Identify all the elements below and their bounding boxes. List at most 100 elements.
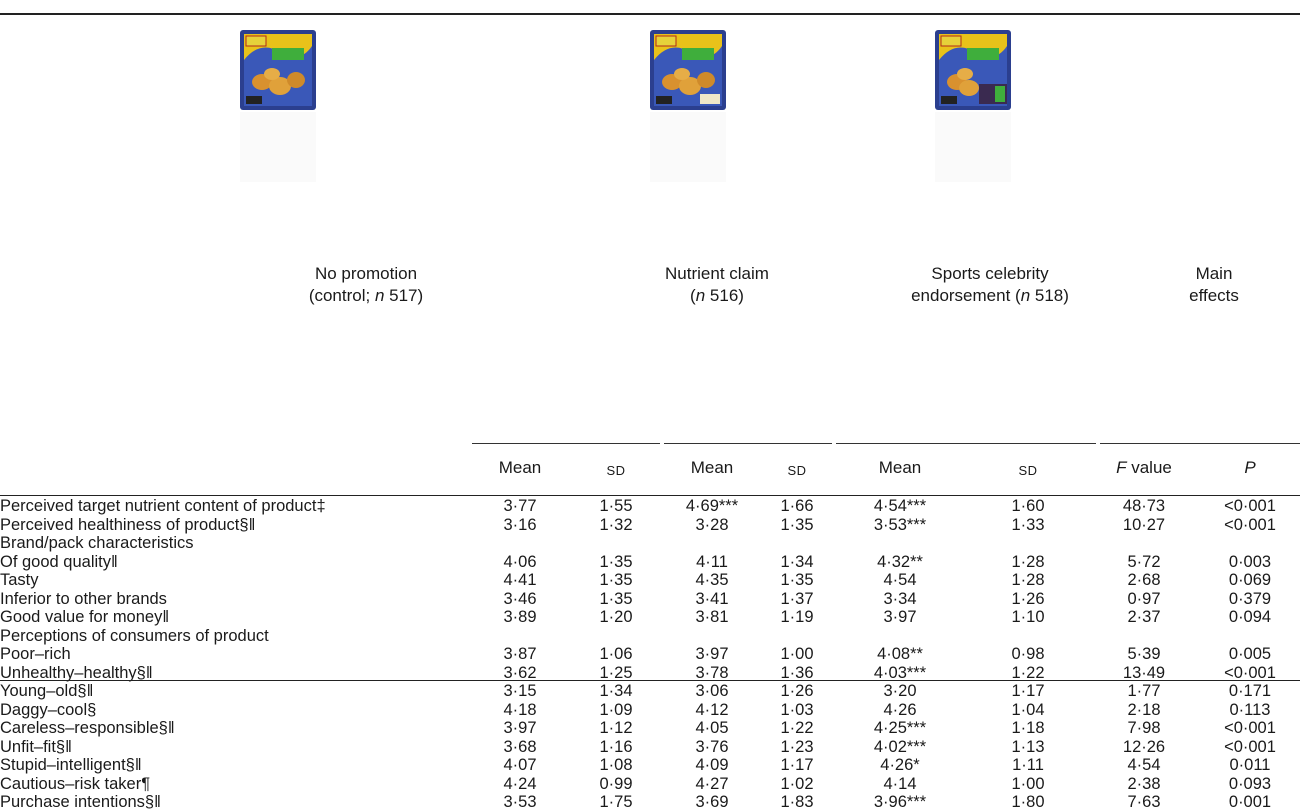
- table-cell: [762, 534, 832, 553]
- table-row: Tasty 4·41 1·35 4·35 1·35 4·54 1·28 2·68 0·069: [0, 571, 1300, 590]
- group-header-nutrient-claim: Nutrient claim (n 516): [632, 263, 802, 307]
- table-cell: 1·35: [780, 571, 814, 589]
- table-cell: 1·16: [599, 737, 633, 756]
- table-cell: 1·75: [599, 793, 633, 811]
- table-cell: 4·03***: [873, 663, 927, 682]
- table-cell: [968, 627, 1088, 646]
- table-cell: 7·63: [1127, 793, 1161, 811]
- table-cell: 0·379: [1228, 589, 1272, 608]
- group-header-main-effects: Main effects: [1128, 263, 1300, 307]
- table-cell: 2·68: [1127, 571, 1161, 589]
- table-cell: 2·38: [1127, 774, 1161, 793]
- group-header-line2: endorsement (n 518): [911, 286, 1069, 305]
- table-cell: 4·12: [695, 700, 729, 719]
- group-header-line1: Main: [1195, 264, 1233, 283]
- table-cell: [1088, 627, 1200, 646]
- table-cell: 0·113: [1229, 700, 1271, 719]
- table-row: Poor–rich 3·87 1·06 3·97 1·00 4·08** 0·98 5·39 0…: [0, 645, 1300, 664]
- row-label: Good value for money‖: [0, 608, 170, 626]
- table-cell: 4·08**: [877, 645, 923, 663]
- row-label: Tasty: [0, 571, 39, 589]
- table-cell: 1·26: [1011, 589, 1045, 608]
- row-label: Perceived target nutrient content of pro…: [0, 497, 326, 515]
- table-cell: 4·54***: [873, 497, 927, 515]
- group-header-line2: (n 516): [690, 286, 744, 305]
- subheader-p: P: [1244, 458, 1256, 477]
- table-cell: 7·98: [1127, 719, 1161, 737]
- table-cell: [470, 627, 570, 646]
- table-cell: 1·34: [780, 552, 814, 571]
- table-cell: 0·011: [1229, 756, 1271, 774]
- table-cell: 1·19: [780, 608, 814, 626]
- table-cell: 5·39: [1127, 645, 1161, 663]
- table-cell: 3·20: [883, 682, 917, 700]
- table-cell: 3·87: [503, 645, 537, 663]
- row-label: Unhealthy–healthy§‖: [0, 663, 153, 682]
- subheader-mean: Mean: [878, 458, 922, 477]
- pack-image-nutrient-claim: [650, 30, 726, 182]
- table-cell: 12·26: [1122, 737, 1166, 756]
- row-label: Stupid–intelligent§‖: [0, 756, 142, 774]
- table-row: Young–old§‖ 3·15 1·34 3·06 1·26 3·20 1·17 1·77 0…: [0, 682, 1300, 701]
- table-cell: 4·11: [696, 552, 728, 571]
- table-cell: 1·35: [780, 515, 814, 534]
- table-cell: 3·78: [695, 663, 729, 682]
- table-cell: 3·16: [503, 515, 537, 534]
- table-cell: 1·12: [599, 719, 633, 737]
- table-cell: 1·17: [780, 756, 814, 774]
- table-cell: 2·18: [1127, 700, 1161, 719]
- table-row: Brand/pack characteristics: [0, 534, 1300, 553]
- group-header-line1: No promotion: [314, 264, 418, 283]
- table-cell: 1·77: [1127, 682, 1161, 700]
- row-label: Perceived healthiness of product§‖: [0, 515, 256, 534]
- table-row: Daggy–cool§ 4·18 1·09 4·12 1·03 4·26 1·04 2·18 0…: [0, 701, 1300, 720]
- table-cell: 4·32**: [877, 552, 923, 571]
- table-cell: 1·22: [1011, 663, 1045, 682]
- table-cell: 1·80: [1011, 793, 1045, 811]
- table-row: Good value for money‖ 3·89 1·20 3·81 1·19 3·9…: [0, 608, 1300, 627]
- row-label: Cautious–risk taker¶: [0, 774, 151, 793]
- table-row: Purchase intentions§‖ 3·53 1·75 3·69 1·83 3·9…: [0, 793, 1300, 812]
- table-cell: 3·41: [695, 589, 729, 608]
- results-table: Perceived target nutrient content of pro…: [0, 497, 1300, 812]
- row-label: Unfit–fit§‖: [0, 737, 72, 756]
- table-row: Perceptions of consumers of product: [0, 627, 1300, 646]
- table-cell: <0·001: [1224, 497, 1276, 515]
- table-cell: [1200, 534, 1300, 553]
- subheader-f-value: F value: [1116, 458, 1172, 477]
- table-cell: 1·17: [1011, 682, 1045, 700]
- row-label: Poor–rich: [0, 645, 71, 663]
- table-cell: 3·34: [883, 589, 917, 608]
- group-rule-celebrity: [836, 443, 1096, 444]
- table-cell: [832, 534, 968, 553]
- table-cell: 0·094: [1228, 608, 1272, 626]
- table-cell: 1·18: [1011, 719, 1045, 737]
- table-cell: <0·001: [1224, 737, 1276, 756]
- table-cell: 3·69: [695, 793, 729, 811]
- table-cell: 1·04: [1011, 700, 1045, 719]
- table-row: Of good quality‖ 4·06 1·35 4·11 1·34 4·32** 1·…: [0, 553, 1300, 572]
- group-header-line2: effects: [1189, 286, 1239, 305]
- row-label: Daggy–cool§: [0, 700, 97, 719]
- table-cell: 4·02***: [873, 737, 927, 756]
- table-cell: 4·14: [883, 774, 917, 793]
- subheader-sd: SD: [1018, 463, 1038, 478]
- row-label: Inferior to other brands: [0, 589, 167, 608]
- table-cell: 0·069: [1228, 571, 1272, 589]
- table-cell: [762, 627, 832, 646]
- table-cell: 1·23: [780, 737, 814, 756]
- table-cell: 4·06: [503, 552, 537, 571]
- row-label: Of good quality‖: [0, 552, 118, 571]
- table-cell: 1·66: [780, 497, 814, 515]
- table-cell: [832, 627, 968, 646]
- table-row: Perceived target nutrient content of pro…: [0, 497, 1300, 516]
- table-cell: 4·69***: [685, 497, 739, 515]
- group-header-line2: (control; n 517): [308, 286, 424, 305]
- table-cell: 1·60: [1011, 497, 1045, 515]
- row-label: Young–old§‖: [0, 682, 94, 700]
- table-cell: 3·68: [503, 737, 537, 756]
- table-cell: 1·09: [599, 700, 633, 719]
- pack-image-celebrity: [935, 30, 1011, 182]
- row-label: Careless–responsible§‖: [0, 719, 175, 737]
- table-row: Cautious–risk taker¶ 4·24 0·99 4·27 1·02 4·14…: [0, 775, 1300, 794]
